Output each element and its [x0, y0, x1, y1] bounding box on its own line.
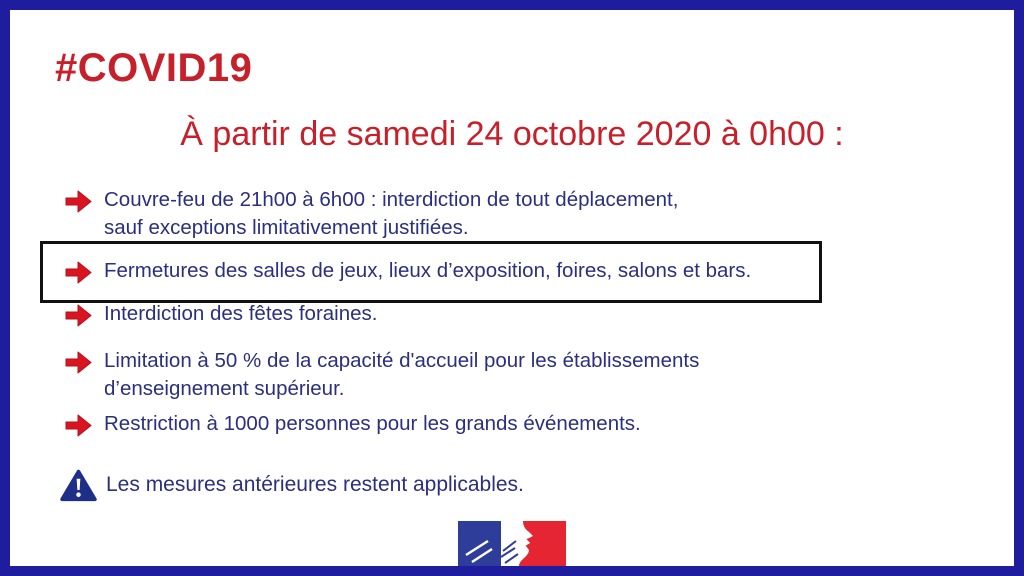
- french-government-marianne-logo: [458, 521, 566, 566]
- bullet-item-closures: Fermetures des salles de jeux, lieux d’e…: [64, 257, 751, 286]
- bullet-line: Limitation à 50 % de la capacité d'accue…: [104, 349, 700, 372]
- bullet-text: Interdiction des fêtes foraines.: [104, 300, 378, 328]
- bullet-item-capacity: Limitation à 50 % de la capacité d'accue…: [64, 347, 699, 403]
- bullet-line: d’enseignement supérieur.: [104, 377, 345, 400]
- notice-item: Les mesures antérieures restent applicab…: [60, 468, 524, 503]
- red-arrow-right-icon: [64, 302, 93, 329]
- date-headline: À partir de samedi 24 octobre 2020 à 0h0…: [180, 115, 844, 153]
- bullet-line: sauf exceptions limitativement justifiée…: [104, 216, 469, 239]
- bullet-text: Couvre-feu de 21h00 à 6h00 : interdictio…: [104, 186, 678, 242]
- bullet-item-events: Restriction à 1000 personnes pour les gr…: [64, 410, 641, 439]
- red-arrow-right-icon: [64, 188, 93, 215]
- bullet-item-curfew: Couvre-feu de 21h00 à 6h00 : interdictio…: [64, 186, 678, 242]
- covid19-hashtag-title: #COVID19: [55, 46, 253, 90]
- red-arrow-right-icon: [64, 412, 93, 439]
- warning-triangle-icon: [60, 469, 97, 503]
- bullet-line: Couvre-feu de 21h00 à 6h00 : interdictio…: [104, 188, 679, 211]
- bullet-line: Restriction à 1000 personnes pour les gr…: [104, 412, 641, 435]
- red-arrow-right-icon: [64, 259, 93, 286]
- highlight-box: [40, 241, 822, 303]
- bullet-text: Fermetures des salles de jeux, lieux d’e…: [104, 257, 751, 285]
- red-arrow-right-icon: [64, 349, 93, 376]
- bullet-text: Limitation à 50 % de la capacité d'accue…: [104, 347, 699, 403]
- bullet-line: Interdiction des fêtes foraines.: [104, 302, 378, 325]
- bullet-item-funfairs: Interdiction des fêtes foraines.: [64, 300, 378, 329]
- bullet-text: Restriction à 1000 personnes pour les gr…: [104, 410, 641, 438]
- notice-text: Les mesures antérieures restent applicab…: [106, 473, 524, 496]
- bullet-line: Fermetures des salles de jeux, lieux d’e…: [104, 259, 752, 282]
